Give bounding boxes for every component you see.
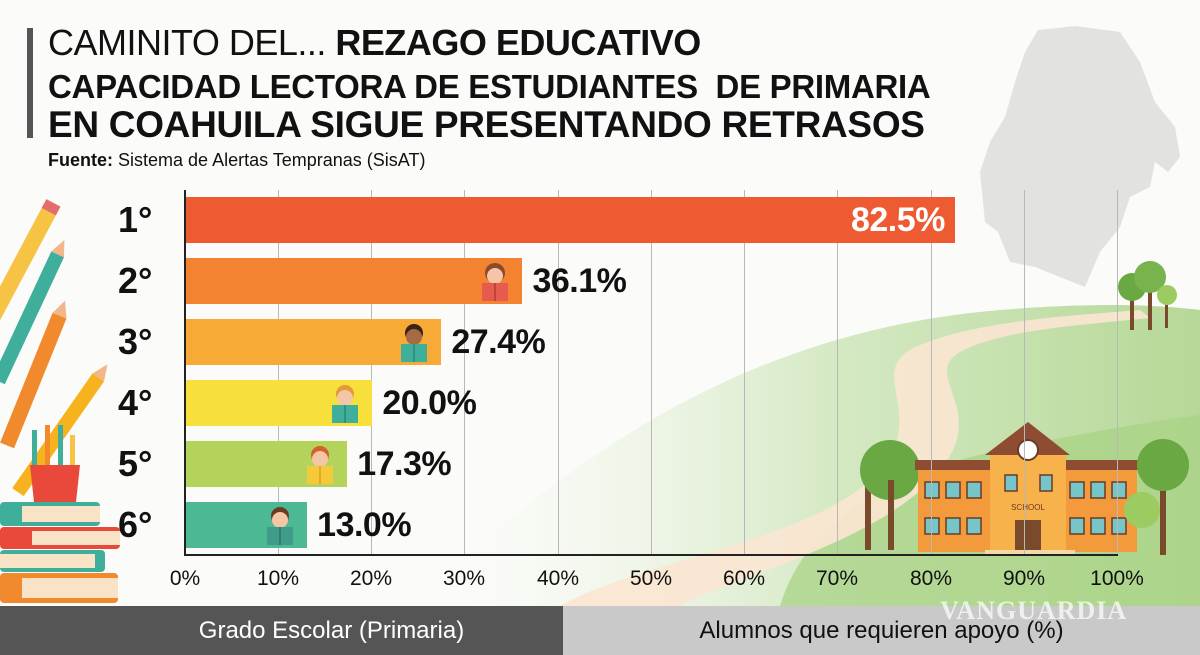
x-tick-label: 10% (256, 567, 300, 590)
grid-line (278, 190, 279, 555)
subtitle-line-2: EN COAHUILA SIGUE PRESENTANDO RETRASOS (48, 104, 925, 145)
category-label-1: 1° (118, 199, 153, 240)
grid-line (744, 190, 745, 555)
trees-illustration (1118, 261, 1177, 330)
x-axis-line (184, 554, 1118, 556)
title-accent-bar (27, 28, 33, 138)
title-bold: REZAGO EDUCATIVO (335, 22, 701, 63)
x-tick-label: 100% (1090, 567, 1144, 590)
pencils-and-books-illustration (0, 199, 120, 603)
grid-line (1117, 190, 1118, 555)
grid-line (651, 190, 652, 555)
source-text: Sistema de Alertas Tempranas (SisAT) (118, 150, 426, 170)
bar-value-4: 20.0% (382, 384, 477, 422)
page-title: CAMINITO DEL... REZAGO EDUCATIVO (48, 22, 701, 64)
bar-value-2: 36.1% (532, 262, 627, 300)
source-label: Fuente: (48, 150, 113, 170)
y-axis-title: Grado Escolar (Primaria) (0, 606, 563, 655)
bar-value-1: 82.5% (850, 201, 945, 239)
category-label-3: 3° (118, 321, 153, 362)
grid-line (1024, 190, 1025, 555)
bar-value-5: 17.3% (357, 445, 452, 483)
bar-value-6: 13.0% (317, 506, 412, 544)
x-tick-label: 30% (442, 567, 486, 590)
source-note: Fuente: Sistema de Alertas Tempranas (Si… (48, 150, 425, 171)
x-tick-label: 80% (909, 567, 953, 590)
title-light: CAMINITO DEL... (48, 22, 326, 63)
grid-line (837, 190, 838, 555)
school-building-illustration: SCHOOL (860, 422, 1189, 556)
grid-line (464, 190, 465, 555)
bar-grade-1 (186, 197, 955, 243)
bar-grade-3 (186, 319, 442, 365)
svg-text:SCHOOL: SCHOOL (1011, 503, 1045, 512)
x-tick-label: 0% (169, 567, 201, 590)
x-tick-label: 50% (629, 567, 673, 590)
x-tick-label: 20% (349, 567, 393, 590)
child-reading-icon (332, 385, 359, 423)
coahuila-map-silhouette (980, 26, 1180, 287)
child-reading-icon (267, 507, 294, 545)
bar-value-3: 27.4% (451, 323, 546, 361)
child-reading-icon (482, 263, 509, 301)
category-label-6: 6° (118, 504, 153, 545)
x-tick-label: 40% (536, 567, 580, 590)
x-tick-label: 70% (815, 567, 859, 590)
grid-line (371, 190, 372, 555)
child-reading-icon (401, 324, 428, 362)
child-reading-icon (307, 446, 334, 484)
grid-line (931, 190, 932, 555)
y-axis-line (184, 190, 186, 556)
bar-grade-2 (186, 258, 523, 304)
grid-line (558, 190, 559, 555)
x-axis-title: Alumnos que requieren apoyo (%) (563, 606, 1200, 655)
subtitle-line-1: CAPACIDAD LECTORA DE ESTUDIANTES DE PRIM… (48, 68, 931, 105)
category-label-2: 2° (118, 260, 153, 301)
x-tick-label: 60% (722, 567, 766, 590)
category-label-4: 4° (118, 382, 153, 423)
x-tick-label: 90% (1002, 567, 1046, 590)
category-label-5: 5° (118, 443, 153, 484)
vanguardia-watermark: VANGUARDIA (940, 596, 1128, 625)
